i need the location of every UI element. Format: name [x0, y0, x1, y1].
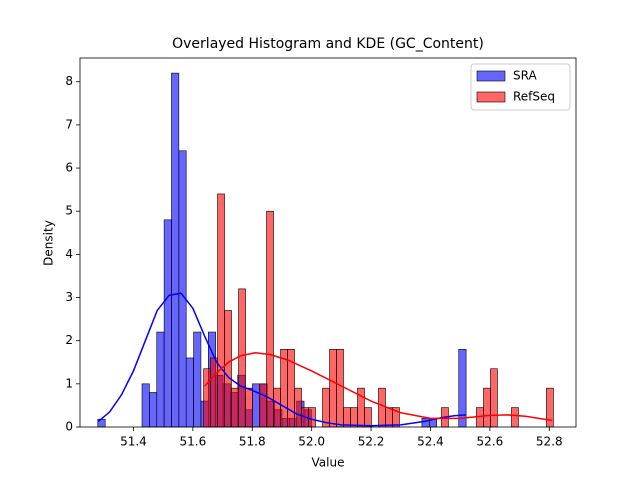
- x-tick-label: 52.8: [536, 435, 563, 449]
- bar: [490, 368, 498, 428]
- legend-swatch: [476, 91, 506, 103]
- x-tick-label: 52.2: [358, 435, 385, 449]
- bar: [141, 383, 150, 428]
- bar: [385, 407, 393, 428]
- bar: [421, 418, 430, 428]
- y-tick-label: 0: [65, 420, 73, 434]
- bar: [231, 387, 239, 428]
- bar: [210, 357, 218, 428]
- x-tick-label: 51.8: [239, 435, 266, 449]
- bar: [149, 392, 158, 428]
- y-tick-label: 3: [65, 290, 73, 304]
- bar: [350, 407, 358, 428]
- y-tick-label: 4: [65, 247, 73, 261]
- legend-swatch: [476, 70, 506, 82]
- bar: [343, 407, 351, 428]
- bar: [193, 331, 202, 428]
- kde-line: [204, 352, 553, 422]
- y-tick-label: 1: [65, 376, 73, 390]
- chart-title: Overlayed Histogram and KDE (GC_Content): [172, 36, 484, 52]
- bar: [217, 193, 225, 428]
- x-tick-label: 52.4: [417, 435, 444, 449]
- bar: [238, 288, 246, 428]
- y-tick-label: 8: [65, 74, 73, 88]
- bar: [185, 357, 194, 428]
- y-tick-label: 2: [65, 333, 73, 347]
- bar: [203, 368, 211, 428]
- kde-line: [97, 292, 467, 427]
- bar: [163, 219, 172, 428]
- plot-frame: [79, 57, 577, 428]
- y-tick-label: 7: [65, 117, 73, 131]
- bar: [259, 383, 267, 428]
- bar: [273, 387, 281, 428]
- bar: [245, 387, 253, 428]
- x-tick-label: 51.6: [180, 435, 207, 449]
- bar: [336, 349, 344, 428]
- bar: [178, 150, 187, 428]
- x-axis-label: Value: [312, 456, 345, 470]
- bar: [294, 387, 302, 428]
- legend-label: SRA: [513, 69, 537, 83]
- y-axis-label: Density: [42, 220, 56, 266]
- bar: [483, 387, 491, 428]
- bar: [511, 407, 519, 428]
- bar: [329, 349, 337, 428]
- bar: [364, 407, 372, 428]
- bar: [280, 349, 288, 428]
- bar: [266, 210, 274, 428]
- bar: [308, 407, 316, 428]
- bar: [171, 72, 180, 428]
- y-tick-label: 5: [65, 204, 73, 218]
- legend-label: RefSeq: [513, 90, 555, 104]
- x-tick-label: 51.4: [120, 435, 147, 449]
- y-tick-label: 6: [65, 161, 73, 175]
- x-tick-label: 52.6: [477, 435, 504, 449]
- bar: [156, 331, 165, 428]
- bar: [378, 387, 386, 428]
- bar: [322, 387, 330, 428]
- bar: [546, 387, 554, 428]
- bar: [224, 310, 232, 428]
- x-tick-label: 52.0: [298, 435, 325, 449]
